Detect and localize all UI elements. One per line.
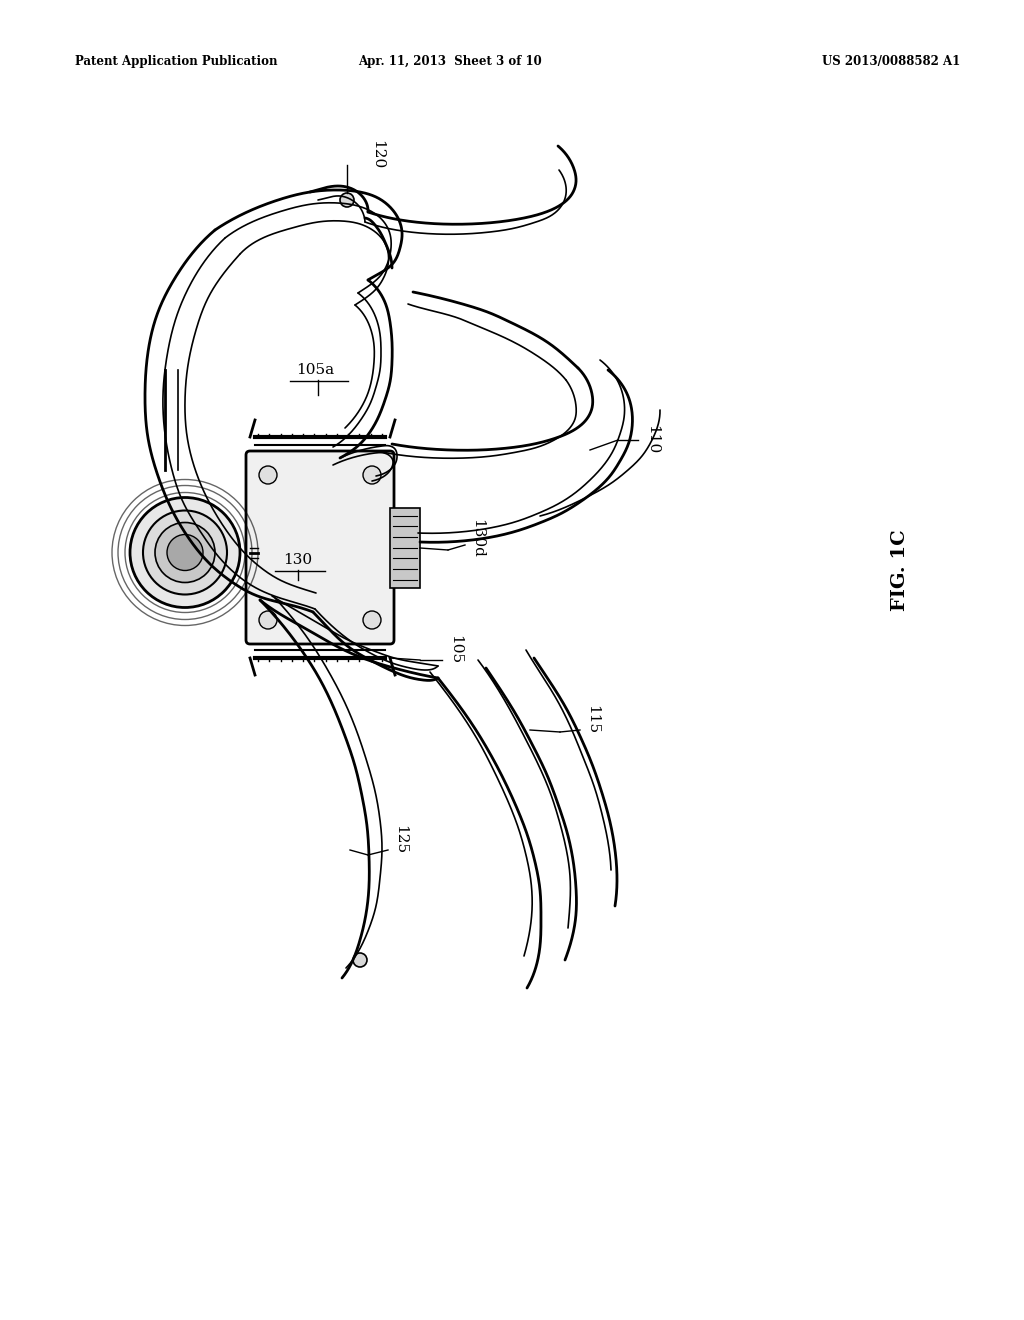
- Text: 120: 120: [370, 140, 384, 170]
- Circle shape: [340, 193, 354, 207]
- Circle shape: [362, 466, 381, 484]
- Text: US 2013/0088582 A1: US 2013/0088582 A1: [821, 55, 961, 69]
- Circle shape: [130, 498, 240, 607]
- Text: 105: 105: [449, 635, 462, 664]
- Text: Apr. 11, 2013  Sheet 3 of 10: Apr. 11, 2013 Sheet 3 of 10: [358, 55, 542, 69]
- Circle shape: [362, 611, 381, 630]
- Text: 115: 115: [585, 705, 599, 734]
- Polygon shape: [390, 507, 420, 587]
- Text: 130d: 130d: [470, 519, 484, 557]
- Circle shape: [143, 511, 227, 594]
- Circle shape: [167, 535, 203, 570]
- Circle shape: [259, 611, 278, 630]
- Text: Patent Application Publication: Patent Application Publication: [75, 55, 278, 69]
- Text: 105a: 105a: [296, 363, 334, 378]
- Text: 130: 130: [284, 553, 312, 568]
- Circle shape: [259, 466, 278, 484]
- Circle shape: [155, 523, 215, 582]
- Text: 110: 110: [645, 425, 659, 454]
- Text: 125: 125: [393, 825, 407, 854]
- Circle shape: [353, 953, 367, 968]
- Text: FIG. 1C: FIG. 1C: [891, 529, 909, 611]
- FancyBboxPatch shape: [246, 451, 394, 644]
